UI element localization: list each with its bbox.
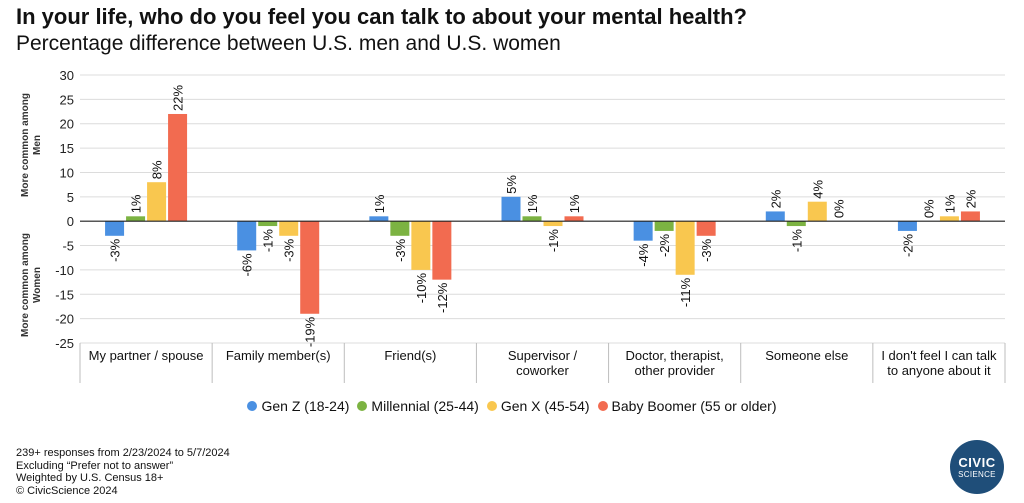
bar-chart: 30 25 20 15 10 5 0 -5 -10 -15 -20 -25 More common am… (20, 68, 1006, 383)
legend-label: Gen Z (18-24) (261, 398, 350, 414)
legend-label: Millennial (25-44) (371, 398, 479, 414)
data-label: -3% (699, 238, 714, 262)
chart-legend: Gen Z (18-24) Millennial (25-44) Gen X (45… (0, 398, 1024, 414)
data-label: -2% (900, 233, 915, 257)
x-category-label: My partner / spouse (89, 348, 204, 363)
bar (897, 221, 917, 231)
data-label: -19% (303, 316, 318, 347)
y-tick-label: 15 (60, 141, 74, 156)
legend-item: Gen X (45-54) (486, 398, 590, 414)
bar (300, 221, 320, 314)
legend-label: Gen X (45-54) (500, 398, 590, 414)
legend-label: Baby Boomer (55 or older) (611, 398, 777, 414)
data-label: -1% (789, 229, 804, 253)
y-tick-label: 10 (60, 165, 74, 180)
data-label: 5% (504, 175, 519, 194)
bar (960, 211, 980, 222)
data-label: -2% (657, 233, 672, 257)
x-category-label: Supervisor / coworker (508, 348, 578, 378)
civicscience-logo: CIVIC SCIENCE (950, 440, 1004, 494)
bar (543, 221, 563, 227)
legend-item: Gen Z (18-24) (247, 398, 349, 414)
footnote-exclusion: Excluding “Prefer not to answer” (16, 459, 174, 472)
y-tick-label: 20 (60, 117, 74, 132)
x-category-label: I don't feel I can talk to anyone about i… (881, 348, 997, 378)
footnote-responses: 239+ responses from 2/23/2024 to 5/7/202… (16, 447, 230, 459)
bar (786, 221, 806, 227)
bar (696, 221, 716, 236)
legend-swatch (597, 401, 608, 411)
data-label: -1% (261, 229, 276, 253)
bar (105, 221, 125, 236)
data-label: 0% (921, 199, 936, 218)
bar (279, 221, 299, 236)
legend-item: Baby Boomer (55 or older) (597, 398, 777, 414)
chart-title: In your life, who do you feel you can ta… (16, 4, 747, 29)
legend-swatch (486, 401, 497, 411)
y-tick-label: 30 (60, 68, 74, 83)
data-label: 4% (810, 179, 825, 198)
y-axis-label-men: More common amongMen (20, 93, 43, 197)
y-tick-label: 0 (67, 214, 74, 229)
data-label: -3% (393, 238, 408, 262)
data-label: -3% (108, 238, 123, 262)
bar (258, 221, 278, 227)
footnotes: 239+ responses from 2/23/2024 to 5/7/202… (16, 447, 230, 497)
legend-swatch (357, 401, 368, 411)
bar (390, 221, 410, 236)
data-label: 1% (129, 194, 144, 213)
bar (654, 221, 674, 231)
data-label: 0% (831, 199, 846, 218)
legend-item: Millennial (25-44) (357, 398, 479, 414)
chart-subtitle: Percentage difference between U.S. men a… (16, 32, 561, 55)
bar (432, 221, 452, 280)
data-label: 2% (963, 189, 978, 208)
bar (522, 216, 542, 222)
bar (939, 216, 959, 222)
x-category-label: Someone else (765, 348, 848, 363)
bar (564, 216, 584, 222)
legend-swatch (247, 401, 258, 411)
bar (633, 221, 653, 241)
data-label: 8% (150, 160, 165, 179)
bar (807, 201, 827, 222)
y-tick-label: -25 (55, 336, 74, 351)
data-label: -4% (636, 243, 651, 267)
data-label: 2% (768, 189, 783, 208)
footnote-copyright: © CivicScience 2024 (16, 484, 118, 497)
y-tick-label: -20 (55, 312, 74, 327)
data-label: -11% (678, 277, 693, 307)
bar (411, 221, 431, 270)
bar (501, 196, 521, 222)
y-axis-label-women: More common amongWomen (20, 233, 43, 337)
data-label: 1% (525, 194, 540, 213)
data-label: -12% (435, 282, 450, 313)
footnote-weighting: Weighted by U.S. Census 18+ (16, 472, 164, 484)
bar (675, 221, 695, 275)
bar (147, 182, 167, 222)
data-label: -1% (546, 229, 561, 253)
bar (237, 221, 257, 251)
bar (126, 216, 146, 222)
bar (369, 216, 389, 222)
logo-text-top: CIVIC (958, 455, 996, 470)
data-label: -6% (240, 253, 255, 277)
data-label: -10% (414, 272, 429, 303)
data-label: 1% (942, 194, 957, 213)
bar (765, 211, 785, 222)
y-tick-label: 25 (60, 92, 74, 107)
x-category-label: Friend(s) (384, 348, 436, 363)
logo-text-bottom: SCIENCE (958, 470, 996, 479)
data-label: -3% (282, 238, 297, 262)
bar (168, 113, 188, 222)
data-label: 1% (567, 194, 582, 213)
y-tick-label: -10 (55, 263, 74, 278)
y-tick-label: 5 (67, 190, 74, 205)
x-category-label: Family member(s) (226, 348, 331, 363)
y-tick-label: -5 (62, 239, 74, 254)
data-label: 1% (372, 194, 387, 213)
x-category-label: Doctor, therapist, other provider (626, 348, 724, 378)
data-label: 22% (171, 85, 186, 111)
y-tick-label: -15 (55, 287, 74, 302)
